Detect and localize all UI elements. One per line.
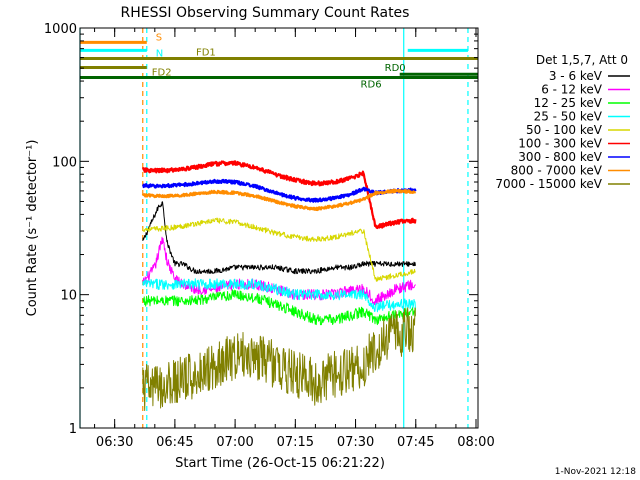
y-axis-label: Count Rate (s⁻¹ detector⁻¹) <box>25 140 40 317</box>
legend-label-0: 3 - 6 keV <box>549 69 603 83</box>
legend-label-3: 25 - 50 keV <box>534 110 603 124</box>
x-tick-label: 06:45 <box>156 435 193 450</box>
footer-date: 1-Nov-2021 12:18 <box>555 467 637 477</box>
x-tick-label: 07:00 <box>216 435 253 450</box>
y-tick-label: 1 <box>69 422 77 437</box>
legend-label-2: 12 - 25 keV <box>534 96 603 110</box>
legend-label-4: 50 - 100 keV <box>526 123 603 137</box>
x-tick-label: 07:45 <box>397 435 434 450</box>
series-line-4 <box>142 217 416 282</box>
series-line-5 <box>141 160 417 230</box>
series-line-0 <box>142 201 416 275</box>
x-tick-label: 06:30 <box>96 435 133 450</box>
series-line-6 <box>142 178 417 203</box>
series-line-8 <box>142 307 416 411</box>
series-line-7 <box>141 188 417 212</box>
legend-label-8: 7000 - 15000 keV <box>495 177 602 191</box>
series-line-2 <box>142 289 416 326</box>
legend-label-6: 300 - 800 keV <box>518 150 602 164</box>
interval-label-rd0: RD0 <box>385 63 406 74</box>
x-tick-label: 07:15 <box>277 435 314 450</box>
interval-label-fd2: FD2 <box>152 68 172 79</box>
x-tick-label: 08:00 <box>457 435 494 450</box>
series-line-1 <box>142 236 416 306</box>
x-tick-label: 07:30 <box>337 435 374 450</box>
legend-label-7: 800 - 7000 keV <box>511 164 603 178</box>
y-tick-label: 10 <box>60 289 77 304</box>
legend-title: Det 1,5,7, Att 0 <box>536 53 628 67</box>
x-axis-label: Start Time (26-Oct-15 06:21:22) <box>175 456 385 471</box>
series-line-3 <box>142 278 416 313</box>
interval-label-n: N <box>156 48 163 59</box>
y-tick-label: 100 <box>52 155 77 170</box>
interval-label-s: S <box>156 32 162 43</box>
interval-label-fd1: FD1 <box>196 48 216 59</box>
legend-label-5: 100 - 300 keV <box>518 137 602 151</box>
legend-label-1: 6 - 12 keV <box>541 83 603 97</box>
interval-label-rd6: RD6 <box>361 80 382 91</box>
y-tick-label: 1000 <box>44 22 77 37</box>
plot-frame <box>79 27 479 429</box>
chart-title: RHESSI Observing Summary Count Rates <box>121 5 410 21</box>
